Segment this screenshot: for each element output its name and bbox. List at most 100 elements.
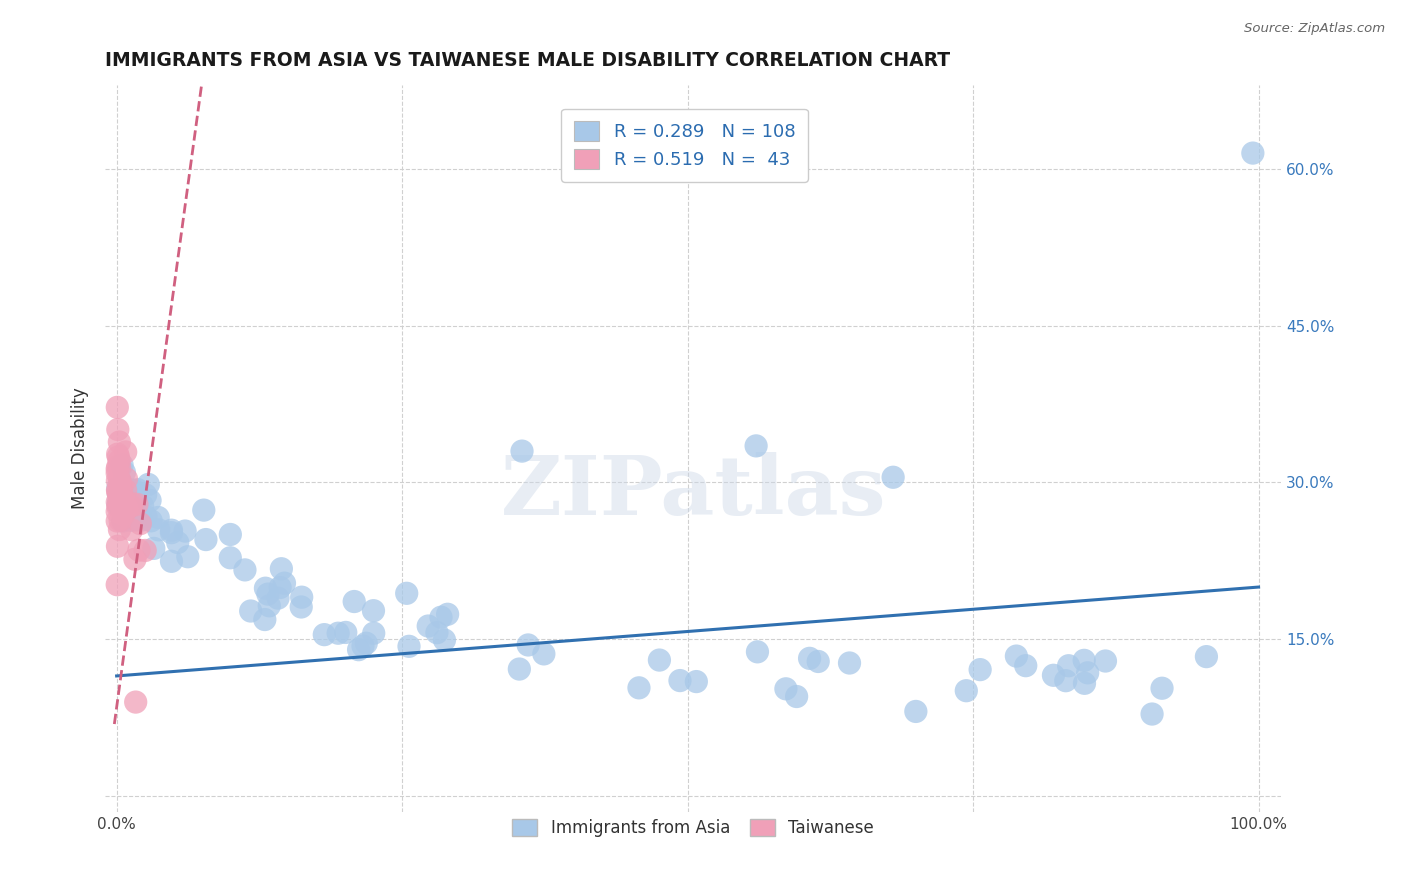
- Point: [114, 487, 136, 501]
- Point: [107, 483, 129, 498]
- Point: [627, 681, 650, 695]
- Point: [105, 401, 128, 415]
- Point: [135, 509, 157, 524]
- Point: [969, 663, 991, 677]
- Point: [125, 497, 148, 511]
- Point: [510, 444, 533, 458]
- Point: [174, 524, 197, 538]
- Point: [108, 460, 131, 475]
- Point: [807, 655, 830, 669]
- Point: [347, 642, 370, 657]
- Point: [799, 651, 821, 665]
- Point: [124, 552, 146, 566]
- Point: [105, 578, 128, 592]
- Point: [107, 484, 129, 499]
- Point: [110, 482, 132, 496]
- Point: [112, 508, 135, 522]
- Point: [343, 594, 366, 608]
- Point: [335, 625, 357, 640]
- Point: [128, 543, 150, 558]
- Point: [105, 474, 128, 488]
- Point: [395, 586, 418, 600]
- Point: [160, 525, 183, 540]
- Point: [111, 458, 134, 472]
- Point: [685, 674, 707, 689]
- Point: [160, 554, 183, 568]
- Point: [112, 499, 135, 513]
- Point: [111, 487, 134, 501]
- Point: [326, 626, 349, 640]
- Point: [127, 483, 149, 497]
- Point: [141, 514, 163, 528]
- Point: [125, 513, 148, 527]
- Point: [111, 501, 134, 516]
- Point: [129, 516, 152, 531]
- Point: [131, 513, 153, 527]
- Point: [136, 477, 159, 491]
- Point: [270, 562, 292, 576]
- Point: [107, 450, 129, 464]
- Text: IMMIGRANTS FROM ASIA VS TAIWANESE MALE DISABILITY CORRELATION CHART: IMMIGRANTS FROM ASIA VS TAIWANESE MALE D…: [105, 51, 950, 70]
- Point: [1073, 653, 1095, 667]
- Point: [786, 690, 808, 704]
- Point: [648, 653, 671, 667]
- Y-axis label: Male Disability: Male Disability: [72, 388, 89, 509]
- Point: [148, 510, 170, 524]
- Point: [107, 500, 129, 514]
- Point: [121, 491, 143, 506]
- Point: [747, 645, 769, 659]
- Point: [124, 483, 146, 498]
- Point: [108, 523, 131, 537]
- Point: [363, 626, 385, 640]
- Point: [1042, 668, 1064, 682]
- Point: [775, 681, 797, 696]
- Point: [111, 514, 134, 528]
- Point: [111, 478, 134, 492]
- Point: [105, 495, 128, 509]
- Point: [955, 683, 977, 698]
- Point: [115, 472, 138, 486]
- Point: [107, 481, 129, 495]
- Point: [135, 488, 157, 502]
- Point: [363, 604, 385, 618]
- Point: [426, 625, 449, 640]
- Point: [105, 505, 128, 519]
- Point: [1150, 681, 1173, 696]
- Point: [257, 587, 280, 601]
- Point: [118, 509, 141, 524]
- Point: [139, 493, 162, 508]
- Point: [1054, 673, 1077, 688]
- Point: [107, 447, 129, 461]
- Point: [1005, 649, 1028, 664]
- Text: Source: ZipAtlas.com: Source: ZipAtlas.com: [1244, 22, 1385, 36]
- Point: [108, 513, 131, 527]
- Point: [254, 581, 277, 595]
- Point: [131, 499, 153, 513]
- Point: [108, 474, 131, 488]
- Point: [120, 483, 142, 497]
- Point: [117, 511, 139, 525]
- Point: [120, 500, 142, 514]
- Point: [269, 581, 291, 595]
- Point: [107, 488, 129, 502]
- Point: [105, 514, 128, 528]
- Point: [433, 633, 456, 648]
- Point: [219, 550, 242, 565]
- Point: [134, 543, 156, 558]
- Point: [267, 591, 290, 606]
- Point: [160, 523, 183, 537]
- Point: [148, 523, 170, 537]
- Point: [114, 483, 136, 498]
- Point: [105, 466, 128, 480]
- Point: [273, 576, 295, 591]
- Point: [233, 563, 256, 577]
- Legend: Immigrants from Asia, Taiwanese: Immigrants from Asia, Taiwanese: [506, 812, 882, 844]
- Point: [114, 445, 136, 459]
- Point: [105, 462, 128, 476]
- Point: [508, 662, 530, 676]
- Point: [1077, 665, 1099, 680]
- Point: [124, 497, 146, 511]
- Point: [669, 673, 692, 688]
- Point: [122, 511, 145, 525]
- Point: [120, 513, 142, 527]
